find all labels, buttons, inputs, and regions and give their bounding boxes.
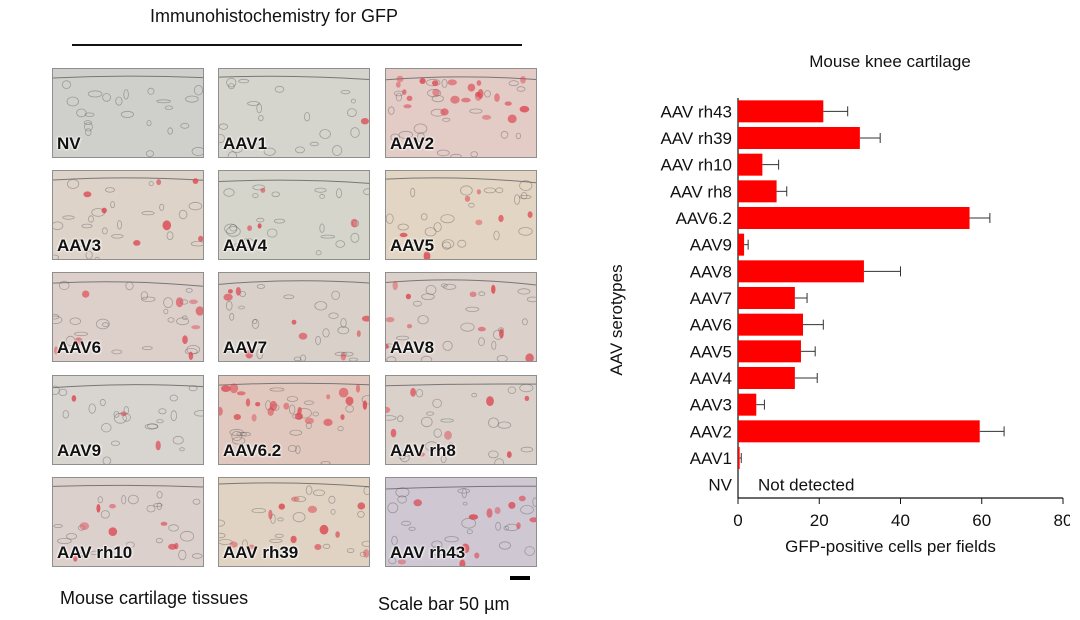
- bar-aav8: [738, 260, 864, 283]
- category-label: NV: [708, 476, 732, 495]
- tissue-texture: [386, 177, 536, 259]
- tissue-panel-aav3: AAV3: [52, 170, 204, 260]
- bar-aav6: [738, 313, 803, 336]
- panel-label: AAV6.2: [223, 441, 282, 460]
- tissue-panel-aav-rh39: AAV rh39: [218, 477, 370, 567]
- x-axis-label: GFP-positive cells per fields: [785, 537, 996, 556]
- tissue-panel-aav6-2: AAV6.2: [218, 375, 370, 465]
- x-tick-label: 80: [1054, 511, 1070, 530]
- category-label: AAV2: [690, 422, 732, 441]
- x-tick-label: 40: [891, 511, 910, 530]
- tissue-texture: [53, 384, 203, 464]
- tissue-panel-aav5: AAV5: [385, 170, 537, 260]
- tissue-panel-aav4: AAV4: [218, 170, 370, 260]
- bar-aav7: [738, 287, 795, 309]
- x-tick-label: 60: [972, 511, 991, 530]
- tissue-texture: [53, 75, 203, 157]
- tissue-texture: [53, 280, 203, 360]
- tissue-texture: [219, 75, 369, 157]
- category-label: AAV rh8: [670, 182, 732, 201]
- category-label: AAV3: [690, 396, 732, 415]
- panel-label: AAV9: [57, 441, 102, 460]
- category-label: AAV1: [690, 449, 732, 468]
- panel-label: AAV rh8: [390, 441, 456, 460]
- category-label: AAV7: [690, 289, 732, 308]
- bar-aav-rh39: [738, 127, 860, 149]
- panel-label: AAV2: [390, 134, 435, 153]
- category-label: AAV6: [690, 316, 732, 335]
- panel-label: AAV5: [390, 236, 435, 255]
- tissue-panel-aav2: AAV2: [385, 68, 537, 158]
- bar-aav2: [738, 420, 980, 443]
- panel-label: AAV rh43: [390, 543, 466, 562]
- bar-aav1: [738, 447, 740, 469]
- title-underline: [72, 44, 522, 46]
- bar-aav4: [738, 367, 795, 389]
- tissue-panel-aav6: AAV6: [52, 272, 204, 362]
- bar-aav-rh10: [738, 153, 763, 176]
- panel-label: AAV1: [223, 134, 268, 153]
- tissue-panel-nv: NV: [52, 68, 204, 158]
- tissue-caption: Mouse cartilage tissues: [60, 588, 249, 608]
- panel-label: AAV rh10: [57, 543, 133, 562]
- category-label: AAV rh43: [660, 102, 732, 121]
- bar-aav-rh8: [738, 180, 777, 203]
- scale-bar: [510, 576, 530, 580]
- category-label: AAV rh10: [660, 156, 732, 175]
- panel-label: AAV6: [57, 338, 102, 357]
- tissue-texture: [219, 179, 369, 256]
- tissue-panel-aav9: AAV9: [52, 375, 204, 465]
- tissue-panel-aav-rh8: AAV rh8: [385, 375, 537, 465]
- tissue-texture: [386, 75, 536, 157]
- category-label: AAV rh39: [660, 129, 732, 148]
- tissue-texture: [219, 280, 369, 361]
- category-label: AAV6.2: [676, 209, 732, 228]
- bar-chart: Mouse knee cartilage 0 20 40 60 80 AAV rh43 AAV…: [607, 52, 1070, 556]
- tissue-panel-aav7: AAV7: [218, 272, 370, 362]
- ihc-title: Immunohistochemistry for GFP: [150, 6, 399, 26]
- panel-label: AAV4: [223, 236, 268, 255]
- tissue-panel-aav8: AAV8: [385, 272, 537, 362]
- x-tick-label: 20: [810, 511, 829, 530]
- tissue-texture: [386, 383, 536, 464]
- category-label: AAV4: [690, 369, 732, 388]
- bar-aav5: [738, 340, 801, 363]
- panel-label: AAV8: [390, 338, 435, 357]
- y-axis-label: AAV serotypes: [607, 264, 626, 375]
- scale-bar-label: Scale bar 50 µm: [378, 594, 510, 614]
- tissue-texture: [386, 485, 536, 566]
- bar-aav9: [738, 233, 745, 256]
- category-label: AAV8: [690, 262, 732, 281]
- tissue-panel-aav1: AAV1: [218, 68, 370, 158]
- bar-aav-rh43: [738, 100, 824, 123]
- tissue-panel-aav-rh10: AAV rh10: [52, 477, 204, 567]
- tissue-texture: [219, 382, 369, 464]
- category-label: AAV9: [690, 236, 732, 255]
- x-tick-label: 0: [733, 511, 742, 530]
- panel-grid: NV AAV1 AAV2 AAV3 AAV4 AAV5 AAV6 AAV7 AAV8 AAV9 AA…: [52, 68, 542, 568]
- panel-label: AAV3: [57, 236, 102, 255]
- bar-aav3: [738, 393, 757, 416]
- tissue-texture: [219, 482, 369, 558]
- tissue-texture: [386, 279, 536, 361]
- category-label: AAV5: [690, 342, 732, 361]
- tissue-panel-aav-rh43: AAV rh43: [385, 477, 537, 567]
- panel-label: AAV7: [223, 338, 268, 357]
- tissue-texture: [53, 177, 203, 259]
- bar-aav6-2: [738, 207, 970, 229]
- tissue-texture: [53, 484, 203, 562]
- panel-label: NV: [57, 134, 81, 153]
- panel-label: AAV rh39: [223, 543, 299, 562]
- not-detected-annotation: Not detected: [758, 476, 854, 495]
- chart-title: Mouse knee cartilage: [809, 52, 971, 71]
